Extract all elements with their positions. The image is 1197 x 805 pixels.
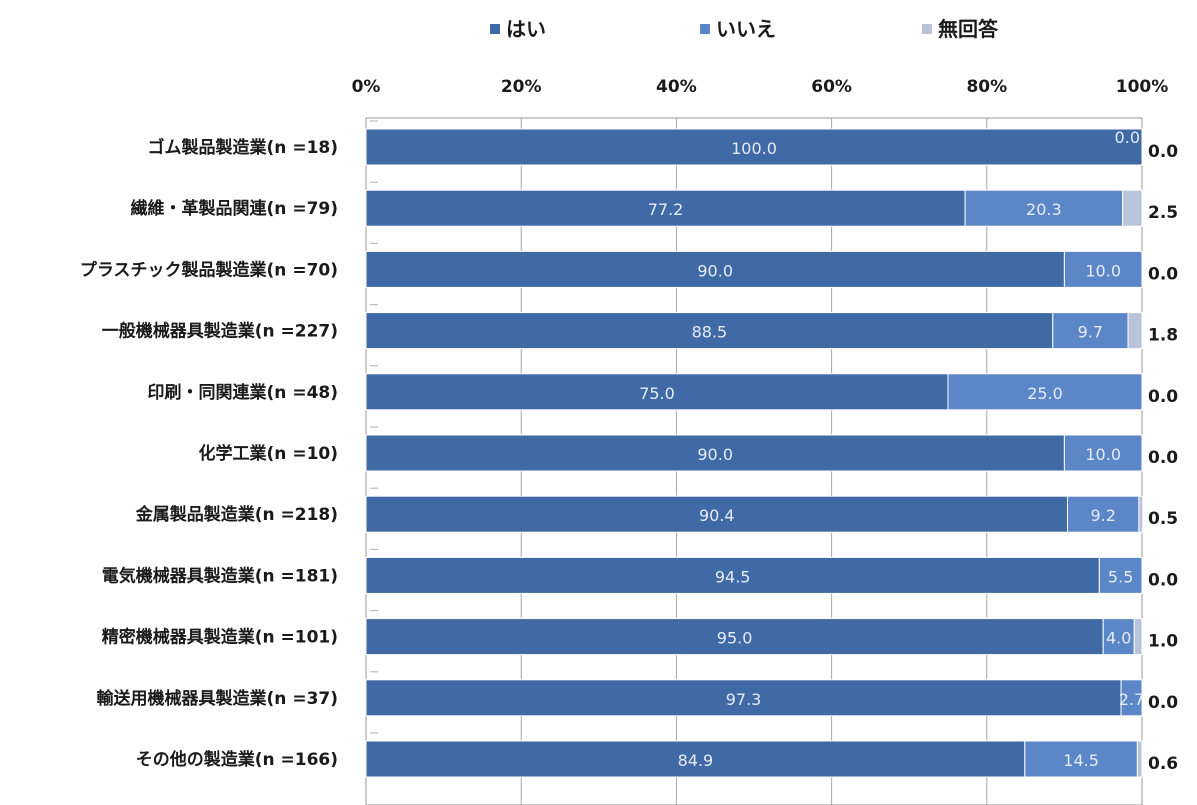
bar-value-label: 20.3 bbox=[1026, 200, 1062, 219]
legend-label: 無回答 bbox=[938, 17, 999, 41]
bar-segment bbox=[365, 434, 1065, 472]
bar-value-label: 25.0 bbox=[1027, 384, 1063, 403]
bar-segment bbox=[1067, 495, 1140, 533]
legend-label: いいえ bbox=[716, 17, 776, 41]
bar-segment bbox=[1063, 250, 1143, 288]
x-tick-label: 20% bbox=[501, 77, 542, 97]
bar-value-label: 0.0 bbox=[1148, 142, 1178, 162]
bar-value-label: 2.7 bbox=[1119, 690, 1144, 709]
bar-value-label: 0.0 bbox=[1148, 693, 1178, 713]
bar-segment bbox=[1127, 312, 1143, 350]
legend-swatch bbox=[922, 24, 932, 34]
bar-value-label: 77.2 bbox=[648, 200, 684, 219]
x-tick-label: 0% bbox=[352, 77, 381, 97]
bar-value-label: 100.0 bbox=[731, 139, 777, 158]
category-label: プラスチック製品製造業(n =70) bbox=[80, 259, 338, 280]
bar-value-label: 90.0 bbox=[697, 445, 733, 464]
bar-segment bbox=[365, 495, 1069, 533]
x-tick-label: 40% bbox=[656, 77, 697, 97]
bar-segment bbox=[1024, 740, 1138, 778]
bar-segment bbox=[1063, 434, 1143, 472]
bar-value-label: 4.0 bbox=[1106, 629, 1131, 648]
bar-segment bbox=[365, 128, 1143, 166]
bar-segment bbox=[365, 312, 1054, 350]
bar-value-label: 2.5 bbox=[1148, 203, 1178, 223]
category-label: 金属製品製造業(n =218) bbox=[135, 504, 338, 525]
bar-value-label: 88.5 bbox=[692, 323, 728, 342]
bar-value-label: 0.0 bbox=[1148, 264, 1178, 284]
bar-value-label: 9.7 bbox=[1078, 323, 1103, 342]
bar-segment bbox=[1133, 618, 1143, 656]
bar-value-label: 97.3 bbox=[726, 690, 762, 709]
legend-label: はい bbox=[506, 17, 546, 41]
bar-value-label: 84.9 bbox=[678, 751, 714, 770]
bar-value-label: 9.2 bbox=[1090, 506, 1115, 525]
bar-value-label: 94.5 bbox=[715, 567, 751, 586]
bar-value-label: 75.0 bbox=[639, 384, 675, 403]
bar-value-label: 1.0 bbox=[1148, 632, 1178, 652]
bar-segment bbox=[365, 618, 1104, 656]
bar-value-label: 90.0 bbox=[697, 261, 733, 280]
bar-segment bbox=[1138, 495, 1144, 533]
bar-segment bbox=[947, 373, 1143, 411]
bar-segment bbox=[1136, 740, 1143, 778]
bar-segment bbox=[365, 250, 1065, 288]
bar-value-label: 5.5 bbox=[1108, 567, 1133, 586]
legend-swatch bbox=[700, 24, 710, 34]
bar-value-label: 0.0 bbox=[1148, 387, 1178, 407]
bar-value-label: 10.0 bbox=[1085, 445, 1121, 464]
bar-segment bbox=[1122, 189, 1143, 227]
category-label: 精密機械器具製造業(n =101) bbox=[102, 627, 338, 648]
bar-value-label: 0.0 bbox=[1148, 448, 1178, 468]
bar-segment bbox=[365, 189, 966, 227]
bar-segment bbox=[1098, 556, 1143, 594]
category-label: 電気機械器具製造業(n =181) bbox=[102, 565, 338, 586]
bar-segment bbox=[964, 189, 1124, 227]
category-label: その他の製造業(n =166) bbox=[136, 749, 338, 770]
category-label: 繊維・革製品関連(n =79) bbox=[131, 198, 338, 219]
x-tick-label: 100% bbox=[1116, 77, 1169, 97]
category-label: ゴム製品製造業(n =18) bbox=[148, 137, 338, 158]
x-tick-label: 60% bbox=[811, 77, 852, 97]
category-label: 輸送用機械器具製造業(n =37) bbox=[97, 688, 338, 709]
category-label: 印刷・同関連業(n =48) bbox=[148, 382, 338, 403]
x-tick-label: 80% bbox=[966, 77, 1007, 97]
category-label: 化学工業(n =10) bbox=[199, 443, 338, 464]
category-label: 一般機械器具製造業(n =227) bbox=[102, 321, 338, 342]
legend-swatch bbox=[490, 24, 500, 34]
bar-value-label: 90.4 bbox=[699, 506, 735, 525]
bar-value-label: 10.0 bbox=[1085, 261, 1121, 280]
bar-segment bbox=[365, 679, 1122, 717]
bar-segment bbox=[1120, 679, 1143, 717]
bar-value-label: 1.8 bbox=[1148, 326, 1178, 346]
bar-segment bbox=[1052, 312, 1129, 350]
bar-value-label: 0.6 bbox=[1148, 754, 1178, 774]
bar-value-label: 0.0 bbox=[1148, 570, 1178, 590]
bar-segment bbox=[365, 740, 1026, 778]
bar-value-label: 95.0 bbox=[717, 629, 753, 648]
bar-value-label: 0.0 bbox=[1115, 128, 1140, 147]
bar-value-label: 14.5 bbox=[1063, 751, 1099, 770]
bar-value-label: 0.5 bbox=[1148, 509, 1178, 529]
bar-segment bbox=[365, 556, 1100, 594]
